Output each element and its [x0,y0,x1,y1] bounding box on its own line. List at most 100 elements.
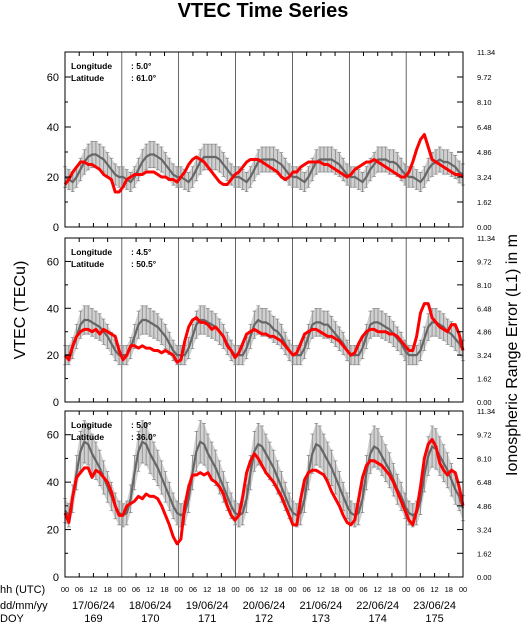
panel-frame [64,51,464,228]
doy-label: 173 [312,613,330,623]
hour-tick-label: 06 [132,585,140,594]
hour-tick-label: 12 [430,585,438,594]
right-tick-label: 9.72 [477,73,492,82]
right-tick-label: 1.62 [477,549,492,558]
right-tick-label: 8.10 [477,281,492,290]
right-tick-label: 6.48 [477,123,492,132]
hour-tick-label-end: 00 [459,585,467,594]
hour-tick-label: 06 [246,585,254,594]
latitude-value: : 61.0° [131,73,157,83]
date-label: 20/06/24 [243,600,286,612]
right-tick-label: 0.00 [477,223,492,232]
panel-2: 0 20 40 60 0.00 1.62 3.24 4.86 6.48 8.10 9.72 11.34… [47,234,495,409]
row-label: hh (UTC) [0,584,45,596]
left-tick-label: 20 [47,172,59,184]
doy-label: 172 [255,613,273,623]
longitude-value: : 5.0° [131,420,152,430]
right-tick-label: 6.48 [477,304,492,313]
right-tick-label: 1.62 [477,375,492,384]
right-tick-label: 8.10 [477,98,492,107]
doy-label: 171 [198,613,216,623]
hour-tick-label: 00 [61,585,69,594]
hour-tick-label: 06 [189,585,197,594]
right-tick-label: 4.86 [477,148,492,157]
right-tick-label: 1.62 [477,198,492,207]
left-tick-label: 60 [47,430,59,442]
panel-3: 0 20 40 60 0.00 1.62 3.24 4.86 6.48 8.10 9.72 11.34… [47,407,495,584]
date-label: 23/06/24 [413,600,456,612]
right-tick-label: 4.86 [477,328,492,337]
latitude-label: Latitude [71,259,104,269]
hour-tick-label: 00 [118,585,126,594]
hour-tick-label: 18 [388,585,396,594]
right-tick-label: 11.34 [477,48,495,57]
latitude-label: Latitude [71,73,104,83]
hour-tick-label: 06 [302,585,310,594]
left-tick-label: 0 [53,572,59,584]
right-tick-label: 3.24 [477,351,492,360]
doy-label: 174 [369,613,387,623]
longitude-value: : 5.0° [131,61,152,71]
panels-group: 0 20 40 60 0.00 1.62 3.24 4.86 6.48 8.10 9.72 11.34… [47,48,495,584]
hour-tick-label: 12 [203,585,211,594]
right-tick-label: 0.00 [477,398,492,407]
left-tick-label: 60 [47,72,59,84]
latitude-label: Latitude [71,432,104,442]
right-tick-label: 11.34 [477,407,495,416]
hour-tick-label: 06 [359,585,367,594]
right-tick-label: 0.00 [477,573,492,582]
latitude-value: : 50.5° [131,259,157,269]
longitude-label: Longitude [71,420,112,430]
date-label: 22/06/24 [356,600,399,612]
left-tick-label: 40 [47,122,59,134]
hour-tick-label: 12 [260,585,268,594]
right-tick-label: 9.72 [477,257,492,266]
latitude-value: : 36.0° [131,432,157,442]
hour-tick-label: 18 [331,585,339,594]
hour-tick-label: 06 [75,585,83,594]
hour-tick-label: 12 [317,585,325,594]
doy-label: 175 [425,613,443,623]
left-tick-label: 40 [47,477,59,489]
date-label: 17/06/24 [72,600,115,612]
doy-label: 169 [84,613,102,623]
hour-tick-label: 18 [445,585,453,594]
median-error-band [65,420,463,527]
hour-tick-label: 00 [231,585,239,594]
doy-label: 170 [141,613,159,623]
hour-tick-label: 00 [175,585,183,594]
observed-vtec-line [63,437,465,546]
left-tick-label: 20 [47,525,59,537]
right-tick-label: 3.24 [477,526,492,535]
hour-tick-label: 18 [274,585,282,594]
panel-1: 0 20 40 60 0.00 1.62 3.24 4.86 6.48 8.10 9.72 11.34… [47,48,495,234]
hour-tick-label: 06 [416,585,424,594]
hour-tick-label: 18 [103,585,111,594]
date-label: 19/06/24 [186,600,229,612]
hour-tick-label: 18 [217,585,225,594]
row-label: DOY [0,613,25,623]
left-tick-label: 60 [47,256,59,268]
right-tick-label: 3.24 [477,173,492,182]
right-tick-label: 4.86 [477,502,492,511]
hour-tick-label: 12 [374,585,382,594]
longitude-label: Longitude [71,61,112,71]
hour-tick-label: 00 [288,585,296,594]
observed-vtec-line [63,302,465,364]
chart-title: VTEC Time Series [178,0,349,22]
right-tick-label: 8.10 [477,454,492,463]
y-axis-label-left: VTEC (TECu) [12,261,29,360]
hour-tick-label: 00 [402,585,410,594]
hour-tick-label: 12 [89,585,97,594]
right-tick-label: 6.48 [477,478,492,487]
date-label: 18/06/24 [129,600,172,612]
left-tick-label: 40 [47,303,59,315]
hour-tick-label: 18 [160,585,168,594]
median-line [64,153,464,184]
right-tick-label: 9.72 [477,431,492,440]
hour-tick-label: 12 [146,585,154,594]
left-tick-label: 0 [53,397,59,409]
left-tick-label: 20 [47,350,59,362]
